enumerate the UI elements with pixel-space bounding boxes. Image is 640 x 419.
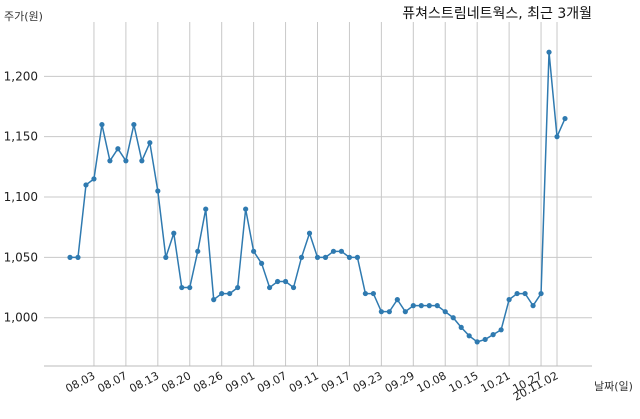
data-point — [498, 327, 504, 333]
data-point — [227, 290, 233, 297]
data-point — [67, 254, 73, 260]
data-point — [426, 303, 432, 309]
data-point — [243, 206, 249, 212]
data-point — [83, 182, 89, 188]
data-point — [163, 254, 169, 260]
data-point — [155, 188, 161, 194]
x-tick-label: 09.11 — [287, 369, 321, 395]
y-tick-label: 1,200 — [4, 69, 38, 83]
x-tick-label: 08.20 — [159, 369, 193, 395]
data-point — [147, 140, 153, 146]
data-point — [282, 278, 289, 285]
data-point — [123, 158, 129, 164]
data-point — [219, 290, 225, 297]
data-point — [522, 290, 528, 297]
data-point — [410, 303, 416, 309]
data-point — [514, 290, 520, 297]
data-point — [91, 176, 97, 182]
x-tick-labels: 08.0308.0708.1308.2008.2609.0109.0709.11… — [63, 369, 560, 403]
data-point — [211, 297, 217, 303]
data-point — [346, 254, 353, 260]
data-point — [394, 297, 400, 303]
y-tick-labels: 1,000 1,050 1,100 1,150 1,200 — [4, 69, 38, 324]
data-point — [107, 158, 113, 164]
y-tick-label: 1,000 — [4, 311, 38, 325]
data-point — [139, 158, 145, 164]
data-point — [458, 324, 464, 330]
y-tick-label: 1,050 — [4, 250, 38, 264]
data-point — [290, 284, 297, 291]
data-point — [442, 309, 448, 315]
x-tick-label: 08.07 — [95, 369, 129, 395]
data-point — [370, 290, 376, 297]
data-point — [378, 309, 384, 315]
data-point — [179, 284, 185, 291]
data-point — [490, 332, 496, 338]
data-point — [203, 206, 209, 212]
data-point — [274, 278, 281, 285]
x-tick-label: 10.15 — [447, 369, 481, 395]
x-tick-label: 09.07 — [255, 369, 289, 395]
data-point — [235, 284, 241, 291]
data-point — [259, 260, 265, 267]
data-point — [298, 254, 305, 260]
data-point — [386, 309, 392, 315]
data-point — [314, 254, 321, 260]
data-point — [450, 315, 456, 321]
data-point — [554, 134, 560, 140]
data-point — [482, 336, 488, 343]
data-point — [306, 230, 313, 236]
data-point — [530, 303, 536, 309]
data-point — [131, 121, 137, 128]
data-point — [434, 303, 440, 309]
x-tick-label: 09.01 — [223, 369, 257, 395]
chart-title: 퓨쳐스트림네트웍스, 최근 3개월 — [402, 6, 592, 22]
data-point — [115, 146, 121, 152]
x-tick-label: 08.03 — [63, 369, 97, 395]
x-tick-label: 09.17 — [319, 369, 353, 395]
y-tick-label: 1,100 — [4, 190, 38, 204]
data-point — [546, 49, 552, 55]
data-point — [266, 284, 273, 291]
x-tick-label: 08.13 — [127, 369, 161, 395]
data-point — [338, 248, 345, 254]
data-point — [354, 254, 361, 260]
data-point — [187, 284, 193, 291]
y-tick-label: 1,150 — [4, 130, 38, 144]
data-point — [362, 290, 369, 297]
data-points — [67, 49, 568, 345]
data-point — [171, 230, 177, 236]
x-tick-label: 09.29 — [383, 369, 417, 395]
data-point — [466, 333, 472, 339]
x-tick-label: 10.21 — [479, 369, 513, 395]
data-point — [402, 309, 408, 315]
x-axis-title: 날짜(일) — [594, 379, 633, 393]
vertical-gridlines — [93, 22, 558, 366]
data-point — [99, 121, 105, 128]
data-point — [474, 339, 480, 345]
data-point — [418, 303, 424, 309]
data-point — [538, 290, 544, 297]
data-point — [562, 115, 568, 122]
data-point — [506, 297, 512, 303]
data-point — [195, 248, 201, 254]
y-axis-title: 주가(원) — [4, 10, 43, 23]
data-point — [75, 254, 81, 260]
data-point — [322, 254, 329, 260]
x-tick-label: 08.26 — [191, 369, 225, 395]
data-point — [330, 248, 337, 254]
data-point — [251, 248, 257, 254]
x-tick-label: 09.23 — [351, 369, 385, 395]
x-tick-label: 10.08 — [415, 369, 449, 395]
